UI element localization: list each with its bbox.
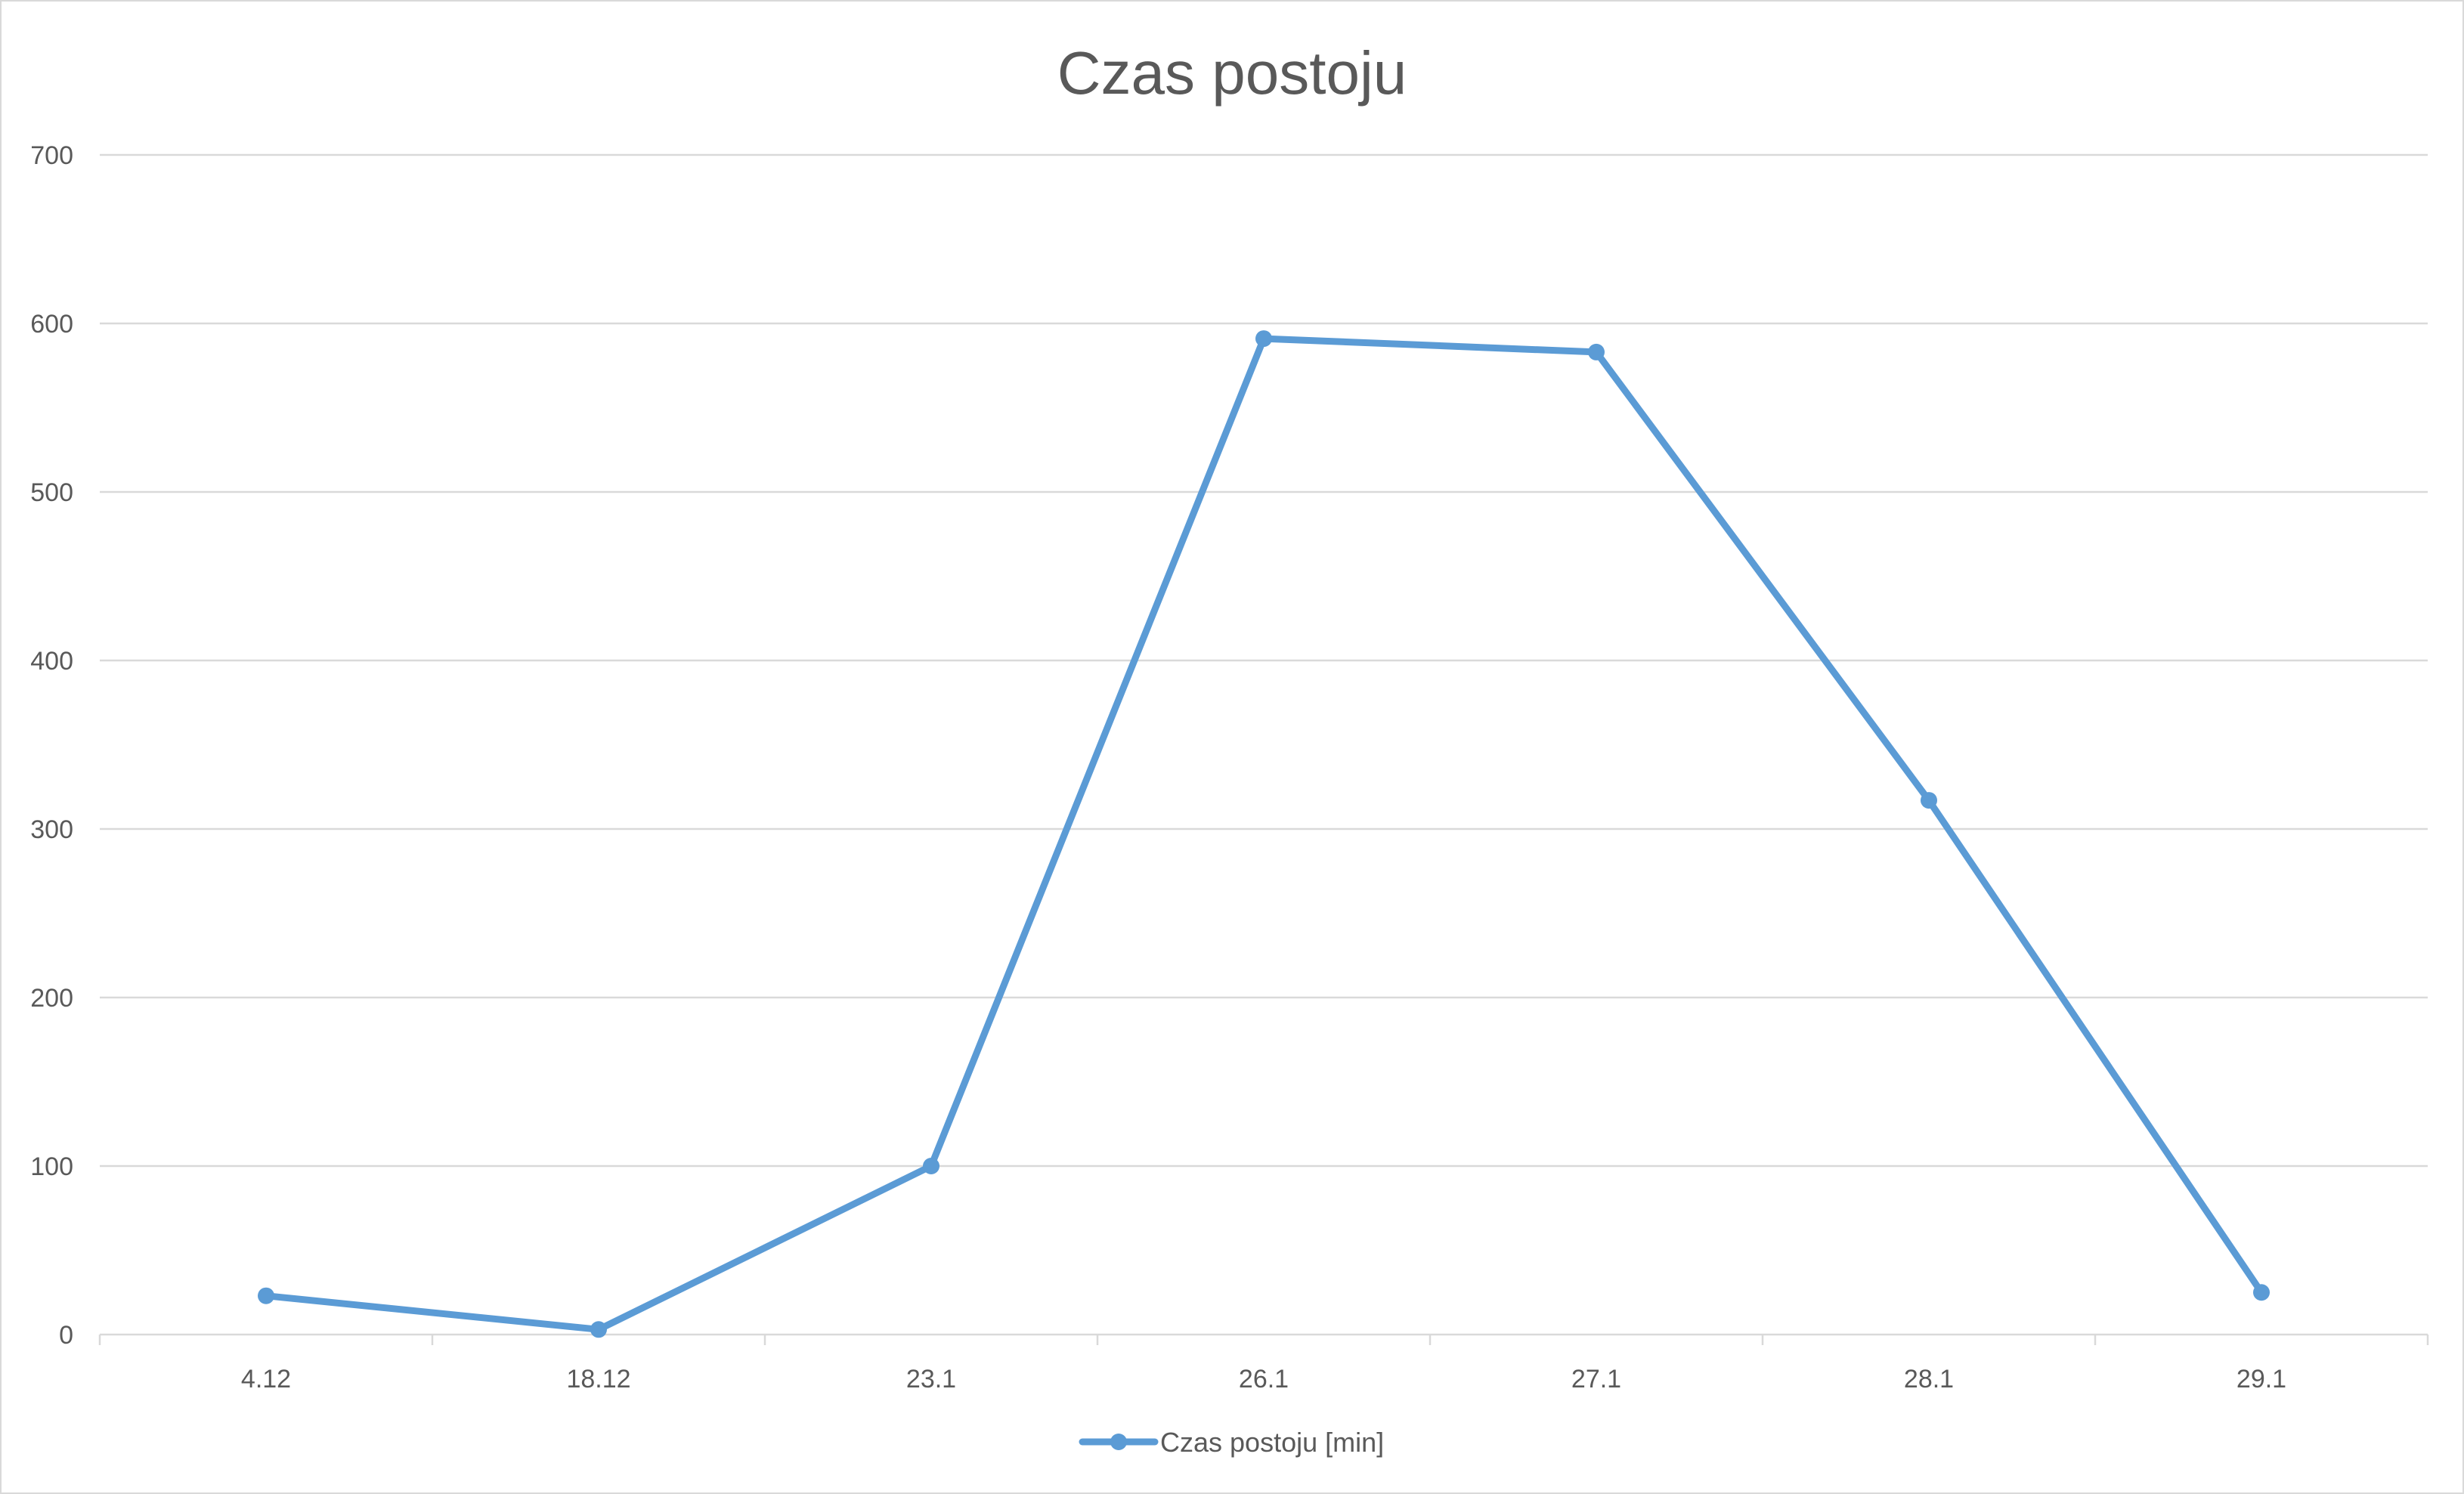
x-tick-label: 4.12: [241, 1365, 291, 1393]
legend-label: Czas postoju [min]: [1160, 1427, 1384, 1458]
data-point: [1588, 343, 1605, 360]
gridlines: [100, 153, 2428, 1168]
y-axis-tick-labels: 0 100 200 300 400 500 600 700: [30, 141, 73, 1350]
y-tick-label: 300: [30, 815, 73, 844]
y-tick-label: 200: [30, 984, 73, 1013]
chart-title: Czas postoju: [1057, 39, 1407, 107]
x-tick-label: 26.1: [1239, 1365, 1289, 1393]
y-tick-label: 100: [30, 1152, 73, 1181]
y-tick-label: 0: [59, 1321, 73, 1350]
x-tick-label: 28.1: [1904, 1365, 1954, 1393]
x-tick-label: 18.12: [566, 1365, 630, 1393]
data-point: [590, 1321, 607, 1338]
x-tick-label: 23.1: [906, 1365, 956, 1393]
y-tick-label: 600: [30, 310, 73, 339]
y-tick-label: 700: [30, 141, 73, 170]
x-axis: [98, 1333, 2429, 1345]
x-tick-label: 29.1: [2236, 1365, 2286, 1393]
legend-marker-swatch: [1110, 1434, 1127, 1450]
series-line: [262, 335, 2265, 1333]
y-tick-label: 500: [30, 478, 73, 507]
x-axis-tick-labels: 4.12 18.12 23.1 26.1 27.1 28.1 29.1: [241, 1365, 2286, 1393]
data-point: [258, 1287, 274, 1304]
x-tick-label: 27.1: [1571, 1365, 1621, 1393]
legend: Czas postoju [min]: [1079, 1427, 1384, 1458]
series-layer: [258, 330, 2270, 1338]
data-point: [923, 1158, 939, 1174]
y-tick-label: 400: [30, 647, 73, 676]
data-point: [1255, 330, 1272, 348]
data-point: [1921, 792, 1937, 809]
data-point: [2253, 1284, 2270, 1301]
